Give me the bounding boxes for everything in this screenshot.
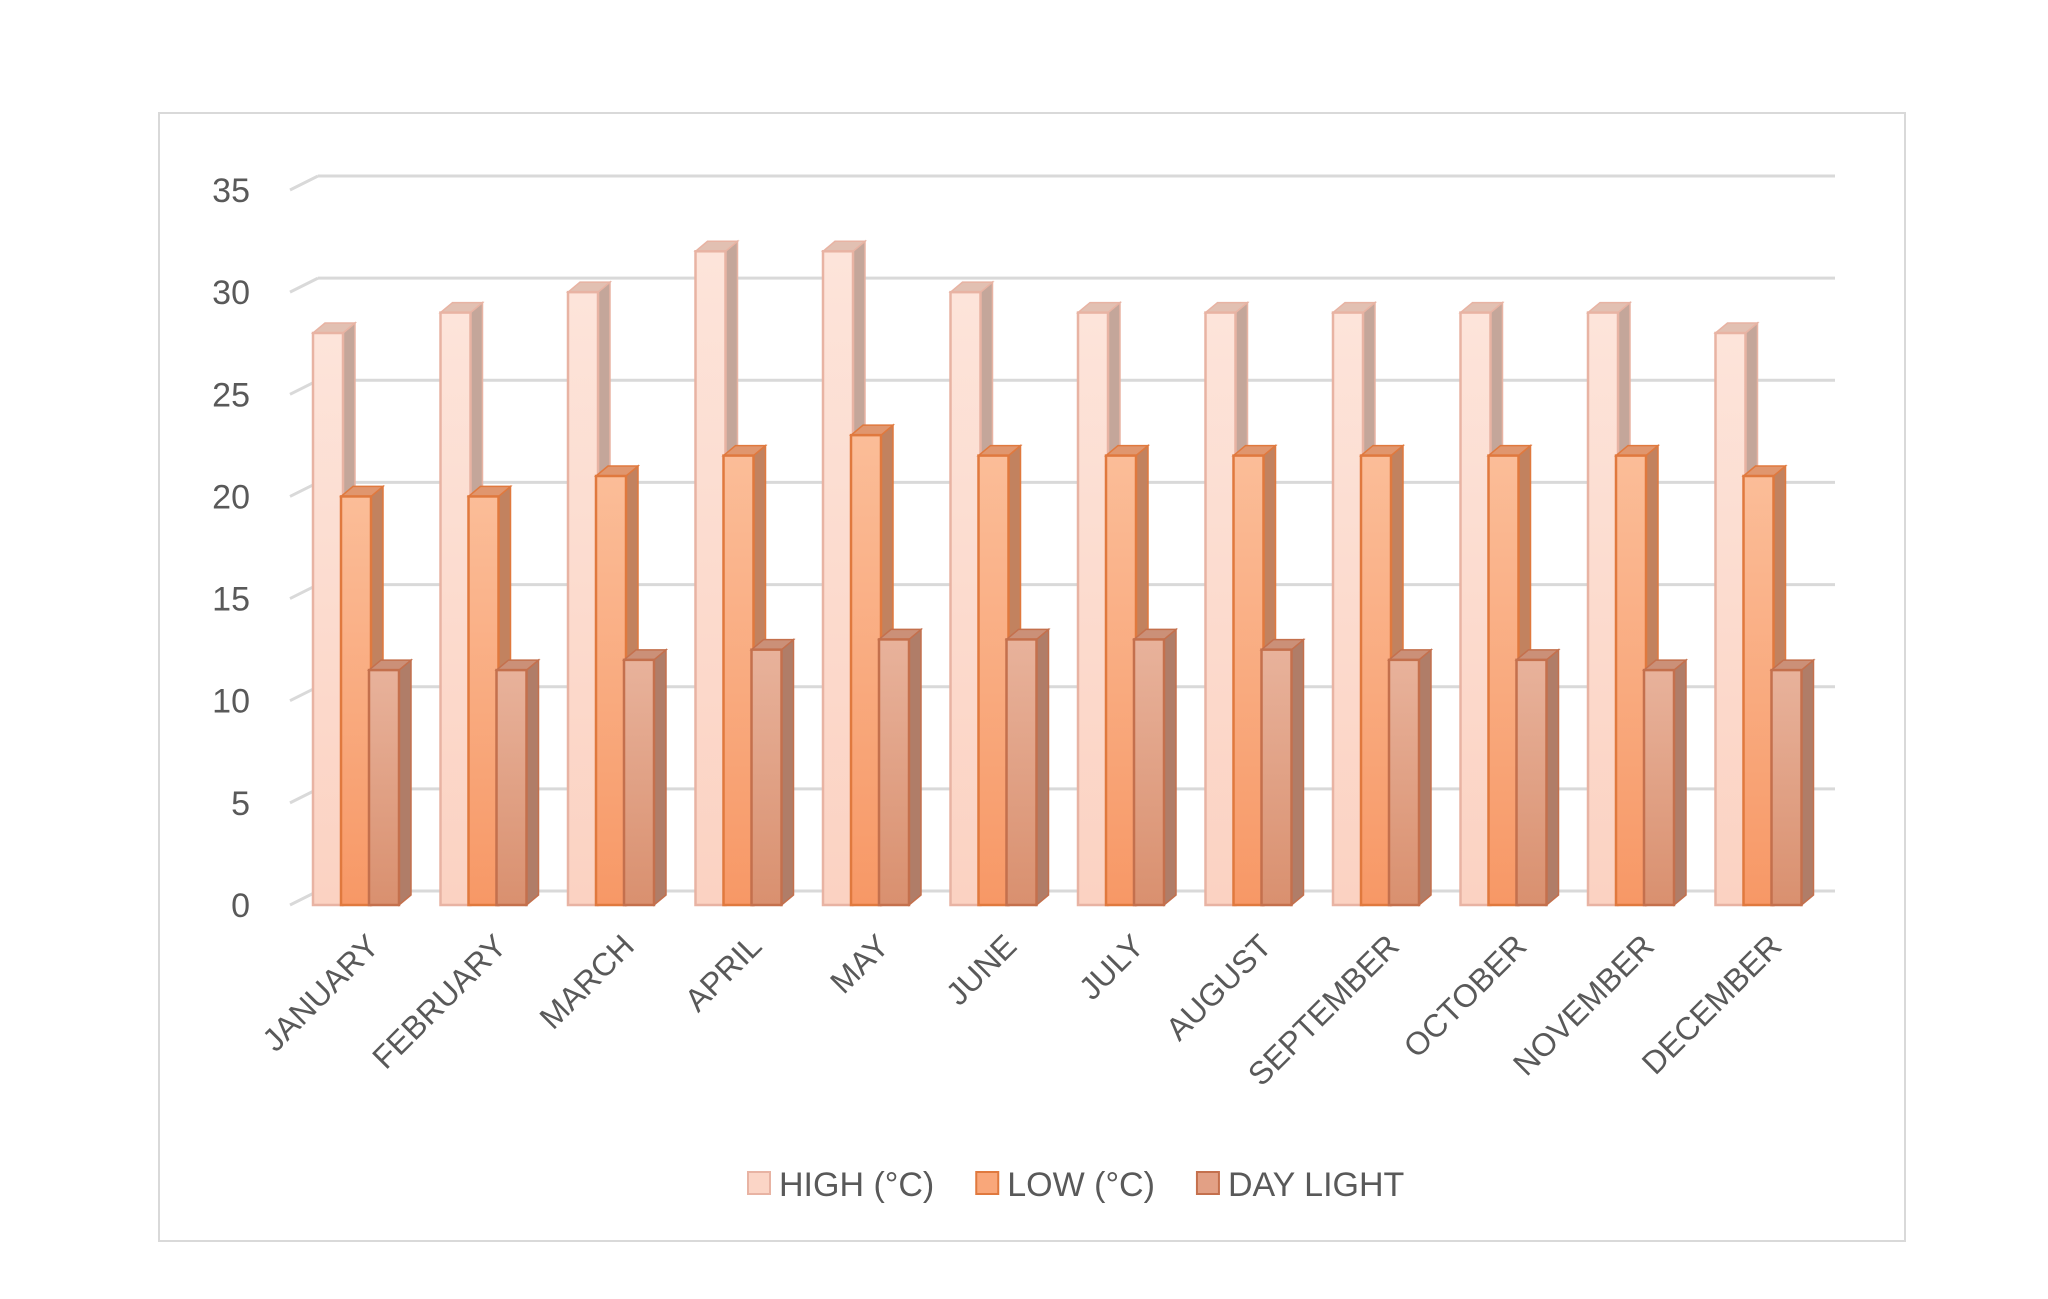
x-category-label: JANUARY [255, 927, 386, 1058]
legend-item: LOW (°C) [975, 1166, 1155, 1204]
x-category-label: APRIL [678, 927, 769, 1018]
y-axis-ticks: 0 5 10 15 20 25 30 35 [212, 172, 250, 925]
x-category-label: MAY [823, 927, 896, 1000]
legend-swatch [975, 1171, 1000, 1195]
x-category-label: JULY [1072, 927, 1151, 1006]
y-tick-label: 35 [212, 172, 250, 210]
bar-daylight [1131, 627, 1179, 907]
y-tick-label: 5 [231, 785, 250, 823]
legend-label: DAY LIGHT [1228, 1166, 1404, 1204]
x-category-label: AUGUST [1159, 927, 1279, 1047]
legend-item: HIGH (°C) [747, 1166, 934, 1204]
bar-daylight [366, 658, 414, 907]
bar-daylight [749, 638, 796, 907]
legend-item: DAY LIGHT [1195, 1166, 1404, 1204]
legend-label: HIGH (°C) [779, 1166, 934, 1204]
bar-daylight [876, 627, 924, 907]
bar-daylight [494, 658, 541, 907]
y-tick-label: 20 [212, 478, 250, 516]
legend-swatch [747, 1171, 771, 1195]
bar-daylight [1386, 648, 1434, 907]
bar-daylight [1259, 638, 1306, 907]
y-tick-label: 30 [212, 274, 250, 312]
legend: HIGH (°C) LOW (°C) DAY LIGHT [747, 1166, 1404, 1204]
bar-daylight [1004, 627, 1051, 907]
legend-label: LOW (°C) [1007, 1166, 1155, 1204]
bar-daylight [1769, 658, 1816, 907]
y-tick-label: 10 [212, 683, 250, 721]
gridline-diagonal [289, 174, 319, 192]
legend-swatch [1195, 1171, 1220, 1195]
x-category-label: OCTOBER [1397, 927, 1534, 1064]
y-tick-label: 0 [231, 887, 250, 925]
x-category-label: FEBRUARY [365, 927, 513, 1075]
bar-daylight [621, 648, 669, 907]
bar-daylight [1641, 658, 1689, 907]
bar-daylight [1514, 648, 1561, 907]
gridline-diagonal [289, 276, 319, 294]
y-tick-label: 15 [212, 581, 250, 619]
y-tick-label: 25 [212, 376, 250, 414]
bars [310, 239, 1816, 907]
x-category-label: JUNE [939, 927, 1024, 1012]
x-category-label: MARCH [533, 927, 641, 1035]
bar-low [593, 464, 641, 907]
